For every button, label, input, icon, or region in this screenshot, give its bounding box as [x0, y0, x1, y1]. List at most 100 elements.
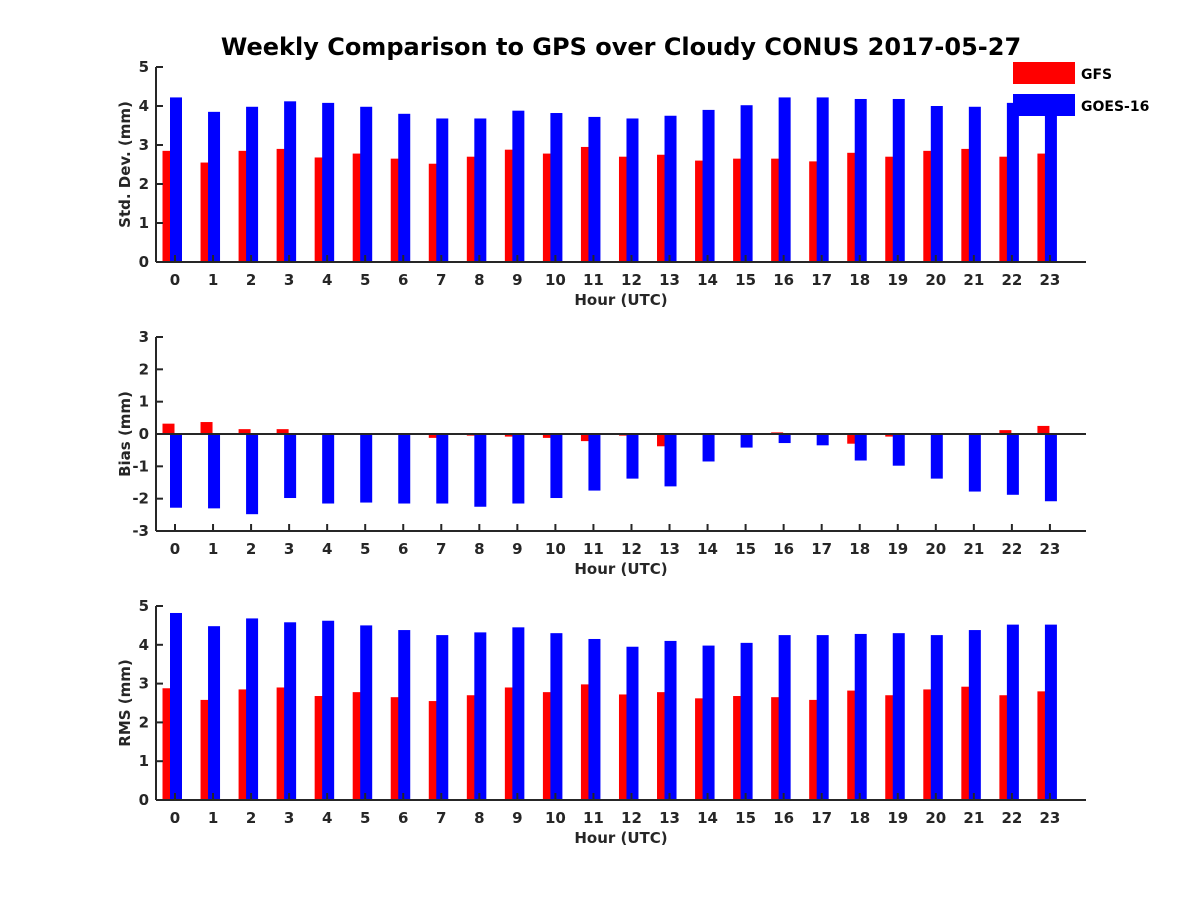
bar-goes-16-7 — [436, 118, 449, 262]
bar-goes-16-15 — [740, 434, 753, 448]
x-tick-label: 16 — [773, 271, 794, 289]
x-tick-label: 18 — [849, 540, 870, 558]
bar-goes-16-6 — [398, 113, 411, 262]
bar-gfs-11 — [580, 434, 593, 442]
legend-label-goes-16: GOES-16 — [1081, 99, 1149, 115]
bar-goes-16-22 — [1006, 102, 1019, 262]
bar-goes-16-17 — [816, 97, 829, 262]
x-tick-label: 23 — [1039, 540, 1060, 558]
x-tick-label: 13 — [659, 271, 680, 289]
bar-goes-16-18 — [854, 98, 867, 262]
x-tick-label: 1 — [208, 540, 218, 558]
bar-goes-16-16 — [778, 635, 791, 800]
x-tick-label: 22 — [1001, 540, 1022, 558]
x-tick-label: 11 — [583, 540, 604, 558]
x-tick-label: 2 — [246, 271, 256, 289]
y-tick-label: 5 — [139, 597, 149, 615]
bar-goes-16-5 — [360, 625, 373, 800]
bar-goes-16-22 — [1006, 434, 1019, 495]
x-axis-label: Hour (UTC) — [574, 560, 667, 578]
x-tick-label: 17 — [811, 540, 832, 558]
x-tick-label: 21 — [963, 540, 984, 558]
bar-gfs-10 — [542, 434, 555, 438]
x-tick-label: 14 — [697, 271, 718, 289]
bar-goes-16-2 — [246, 618, 259, 800]
bar-goes-16-1 — [208, 434, 221, 509]
x-tick-label: 3 — [284, 271, 294, 289]
y-axis-label: Bias (mm) — [116, 391, 134, 477]
x-tick-label: 8 — [474, 540, 484, 558]
bar-gfs-19 — [885, 434, 898, 437]
legend-swatch-gfs — [1013, 62, 1075, 84]
bar-goes-16-12 — [626, 434, 639, 479]
x-tick-label: 3 — [284, 540, 294, 558]
y-axis-label: RMS (mm) — [116, 659, 134, 746]
bar-goes-16-15 — [740, 642, 753, 800]
bar-goes-16-9 — [512, 110, 525, 263]
bar-goes-16-6 — [398, 434, 411, 504]
y-tick-label: 5 — [139, 58, 149, 76]
y-tick-label: 2 — [139, 713, 149, 731]
x-tick-label: 15 — [735, 540, 756, 558]
y-tick-label: 2 — [139, 360, 149, 378]
bar-goes-16-16 — [778, 434, 791, 444]
x-tick-label: 9 — [512, 271, 522, 289]
bar-goes-16-13 — [664, 115, 677, 262]
x-tick-label: 5 — [360, 271, 370, 289]
x-tick-label: 13 — [659, 540, 680, 558]
x-tick-label: 9 — [512, 809, 522, 827]
bar-goes-16-19 — [892, 633, 905, 800]
x-tick-label: 18 — [849, 271, 870, 289]
bar-goes-16-18 — [854, 633, 867, 800]
bar-gfs-2 — [238, 429, 251, 434]
x-tick-label: 20 — [925, 809, 946, 827]
bar-goes-16-11 — [588, 434, 601, 491]
bar-goes-16-7 — [436, 434, 449, 504]
bar-gfs-7 — [428, 434, 441, 438]
bar-goes-16-3 — [284, 434, 297, 499]
bar-goes-16-13 — [664, 434, 677, 487]
x-tick-label: 4 — [322, 540, 332, 558]
y-tick-label: 3 — [139, 328, 149, 346]
x-tick-label: 23 — [1039, 809, 1060, 827]
y-tick-label: 0 — [139, 425, 149, 443]
x-tick-label: 23 — [1039, 271, 1060, 289]
bar-goes-16-4 — [322, 434, 335, 504]
bar-goes-16-6 — [398, 630, 411, 800]
bar-gfs-0 — [162, 423, 175, 434]
x-tick-label: 16 — [773, 540, 794, 558]
bar-goes-16-1 — [208, 111, 221, 262]
x-tick-label: 16 — [773, 809, 794, 827]
y-tick-label: -3 — [132, 522, 149, 540]
y-tick-label: 3 — [139, 136, 149, 154]
bar-goes-16-9 — [512, 627, 525, 800]
y-tick-label: 2 — [139, 175, 149, 193]
bar-goes-16-23 — [1044, 434, 1057, 502]
bar-goes-16-8 — [474, 632, 487, 800]
bar-goes-16-20 — [930, 106, 943, 262]
bar-goes-16-21 — [968, 106, 981, 262]
bar-goes-16-0 — [170, 434, 182, 508]
x-tick-label: 21 — [963, 809, 984, 827]
x-tick-label: 11 — [583, 809, 604, 827]
x-axis-label: Hour (UTC) — [574, 291, 667, 309]
x-tick-label: 22 — [1001, 809, 1022, 827]
bar-goes-16-2 — [246, 106, 259, 262]
x-tick-label: 10 — [545, 540, 566, 558]
x-tick-label: 0 — [170, 540, 180, 558]
bar-goes-16-20 — [930, 635, 943, 800]
legend-swatch-goes-16 — [1013, 94, 1075, 116]
x-tick-label: 1 — [208, 271, 218, 289]
x-tick-label: 4 — [322, 271, 332, 289]
x-tick-label: 8 — [474, 271, 484, 289]
x-tick-label: 7 — [436, 271, 446, 289]
bar-gfs-3 — [276, 429, 289, 434]
bar-gfs-9 — [504, 434, 517, 437]
bar-goes-16-0 — [170, 97, 182, 262]
x-tick-label: 21 — [963, 271, 984, 289]
x-tick-label: 9 — [512, 540, 522, 558]
bar-goes-16-4 — [322, 620, 335, 800]
bar-goes-16-0 — [170, 612, 182, 800]
